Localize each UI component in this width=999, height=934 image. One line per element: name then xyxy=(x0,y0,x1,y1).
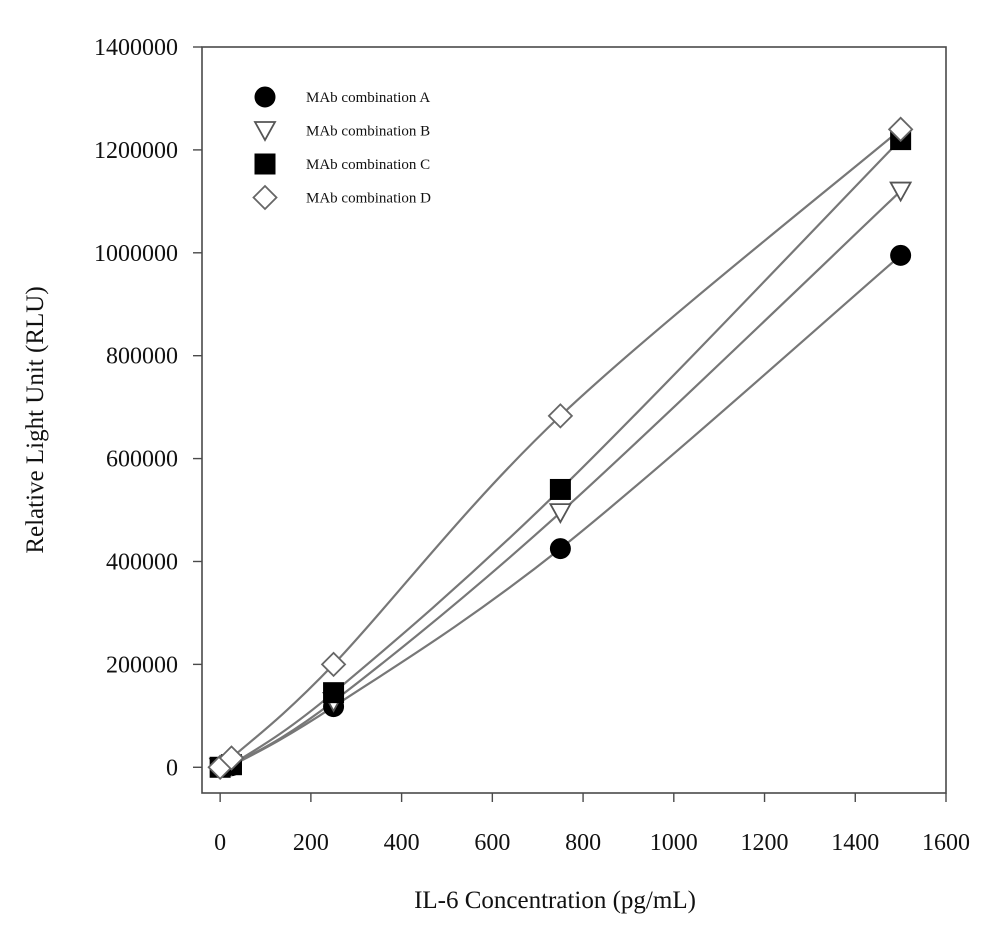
legend-entry: MAb combination D xyxy=(306,191,431,207)
y-tick-label: 1200000 xyxy=(94,138,178,164)
x-tick-label: 800 xyxy=(565,830,601,856)
legend-marker xyxy=(252,184,278,211)
data-point xyxy=(323,682,345,704)
x-tick-label: 400 xyxy=(384,830,420,856)
y-tick-label: 200000 xyxy=(106,652,178,678)
x-axis-title: IL-6 Concentration (pg/mL) xyxy=(414,887,696,914)
legend-marker xyxy=(254,153,276,175)
data-point xyxy=(890,244,912,266)
series-line xyxy=(218,128,902,770)
x-axis: 0 200 400 600 800 1000 1200 1400 1600 xyxy=(214,793,970,856)
data-point xyxy=(889,181,913,203)
x-tick-label: 1400 xyxy=(831,830,879,856)
y-tick-label: 800000 xyxy=(106,344,178,370)
data-point xyxy=(320,651,347,678)
data-point xyxy=(887,116,914,143)
x-tick-label: 200 xyxy=(293,830,329,856)
data-point xyxy=(547,403,574,429)
plot-frame xyxy=(201,46,947,794)
y-axis-title: Relative Light Unit (RLU) xyxy=(22,286,49,553)
y-tick-label: 1000000 xyxy=(94,241,178,267)
y-tick-label: 400000 xyxy=(106,549,178,575)
y-tick-label: 1400000 xyxy=(94,35,178,61)
x-tick-label: 1600 xyxy=(922,830,970,856)
legend-marker xyxy=(254,86,276,108)
x-tick-label: 0 xyxy=(214,830,226,856)
x-tick-label: 1200 xyxy=(741,830,789,856)
legend-entry: MAb combination B xyxy=(306,124,430,140)
y-axis: 0 200000 400000 600000 800000 1000000 1200000 1… xyxy=(94,35,202,781)
legend: MAb combination A MAb combination B MAb co… xyxy=(252,86,431,211)
x-tick-label: 1000 xyxy=(650,830,698,856)
data-point xyxy=(549,538,571,560)
series-lines xyxy=(218,128,902,772)
data-point xyxy=(218,745,245,771)
data-point xyxy=(548,503,572,524)
y-tick-label: 600000 xyxy=(106,447,178,473)
legend-entry: MAb combination C xyxy=(306,157,430,173)
legend-entry: MAb combination A xyxy=(306,90,430,106)
legend-marker xyxy=(253,121,277,142)
data-point xyxy=(549,478,571,500)
series-markers xyxy=(207,116,914,781)
x-tick-label: 600 xyxy=(474,830,510,856)
y-tick-label: 0 xyxy=(166,755,178,781)
